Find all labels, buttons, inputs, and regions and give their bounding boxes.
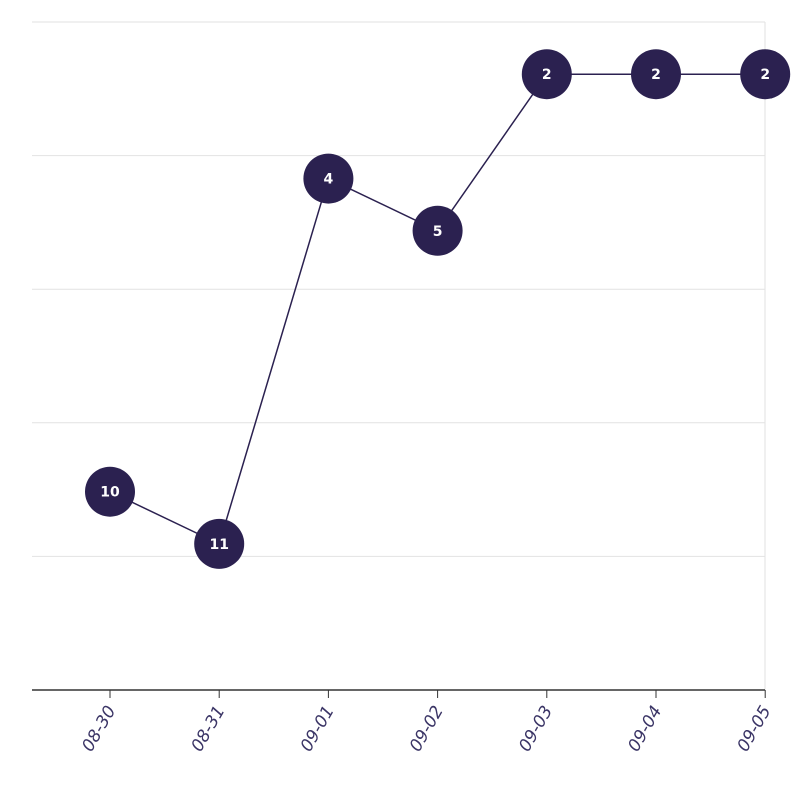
point-label: 2: [760, 67, 770, 83]
point-label: 4: [324, 172, 334, 188]
point: [521, 49, 572, 100]
x-tick-label: 09-01: [297, 703, 339, 756]
point: [194, 518, 245, 569]
point-label: 11: [209, 537, 228, 553]
point-label: 2: [542, 67, 552, 83]
x-tick-label: 09-02: [406, 703, 448, 756]
point: [631, 49, 681, 100]
x-tick-label: 09-04: [624, 703, 666, 756]
point: [85, 466, 135, 517]
point: [740, 49, 791, 100]
point: [303, 153, 354, 204]
x-tick-label: 09-03: [515, 703, 557, 756]
x-tick-label: 09-05: [734, 703, 776, 756]
x-tick-label: 08-30: [78, 703, 120, 756]
point-label: 5: [433, 224, 443, 240]
point: [412, 205, 463, 256]
point-label: 2: [651, 67, 661, 83]
x-tick-label: 08-31: [188, 703, 230, 756]
series-line: [109, 73, 766, 545]
point-label: 10: [100, 485, 120, 501]
